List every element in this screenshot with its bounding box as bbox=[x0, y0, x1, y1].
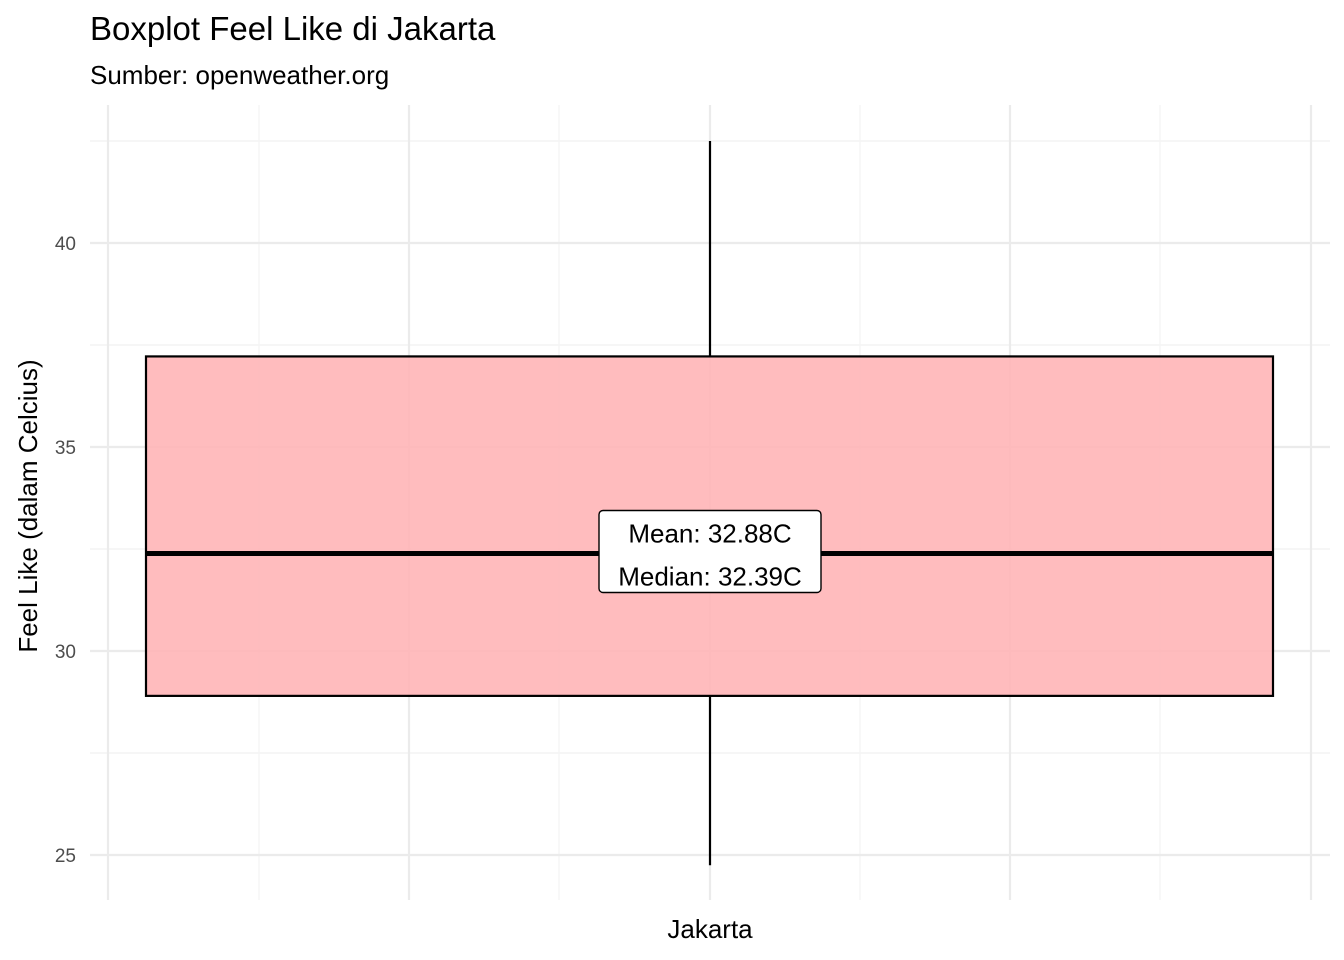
annotation-layer: Mean: 32.88C Median: 32.39C bbox=[598, 509, 822, 594]
annotation-mean-label: Mean: 32.88C bbox=[628, 518, 791, 548]
y-axis-ticks: 25 30 35 40 bbox=[55, 234, 76, 867]
y-tick-label: 25 bbox=[55, 846, 76, 867]
chart-title: Boxplot Feel Like di Jakarta bbox=[90, 10, 496, 47]
chart-subtitle: Sumber: openweather.org bbox=[90, 60, 389, 90]
y-tick-label: 40 bbox=[55, 234, 76, 255]
y-tick-label: 30 bbox=[55, 642, 76, 663]
y-tick-label: 35 bbox=[55, 438, 76, 459]
annotation-box bbox=[598, 509, 822, 594]
box-layer bbox=[144, 141, 1275, 866]
y-axis-title: Feel Like (dalam Celcius) bbox=[13, 359, 43, 652]
x-category-label: Jakarta bbox=[667, 914, 753, 944]
annotation-median-label: Median: 32.39C bbox=[618, 561, 802, 591]
